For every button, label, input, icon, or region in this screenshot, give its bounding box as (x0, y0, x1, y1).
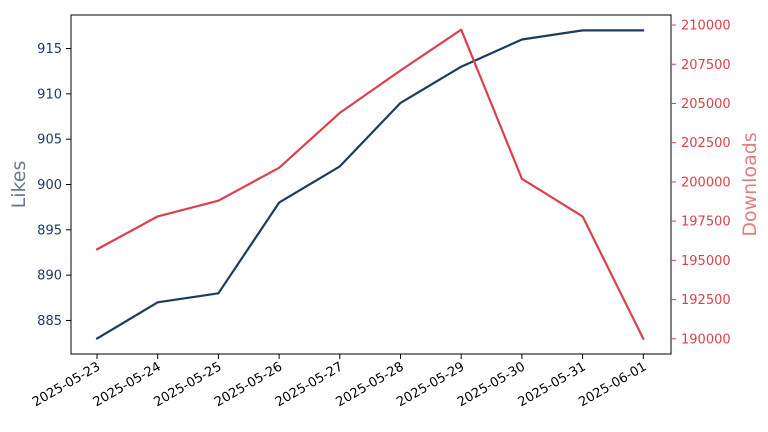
x-axis: 2025-05-232025-05-242025-05-252025-05-26… (30, 354, 649, 410)
series-layer (95, 28, 645, 340)
left-tick-label: 900 (37, 178, 62, 193)
right-tick-label: 202500 (681, 136, 731, 151)
x-tick-label: 2025-06-01 (576, 359, 649, 410)
plot-border (70, 14, 672, 355)
x-tick-label: 2025-05-28 (334, 359, 407, 410)
x-tick-label: 2025-05-27 (273, 359, 346, 410)
x-tick-label: 2025-05-26 (212, 359, 285, 410)
left-tick-label: 890 (37, 269, 62, 284)
x-tick-label: 2025-05-30 (455, 359, 528, 410)
right-tick-label: 192500 (681, 293, 731, 308)
x-tick-label: 2025-05-25 (151, 359, 224, 410)
plot-frame (70, 14, 672, 355)
likes-series-line (95, 29, 645, 340)
right-tick-label: 200000 (681, 175, 731, 190)
left-tick-label: 895 (37, 223, 62, 238)
right-tick-label: 195000 (681, 254, 731, 269)
right-tick-label: 210000 (681, 19, 731, 34)
right-tick-label: 190000 (681, 332, 731, 347)
left-tick-label: 905 (37, 133, 62, 148)
x-tick-label: 2025-05-24 (91, 359, 164, 410)
y-axis-title-left: Likes (8, 161, 30, 209)
right-tick-label: 207500 (681, 58, 731, 73)
left-tick-label: 910 (37, 87, 62, 102)
x-tick-label: 2025-05-29 (394, 359, 467, 410)
y-axis-title-right: Downloads (739, 132, 761, 236)
left-axis: 885 890 895 900 905 910 915 (37, 42, 71, 329)
right-tick-label: 205000 (681, 97, 731, 112)
x-tick-label: 2025-05-31 (516, 359, 589, 410)
downloads-series-line (95, 28, 645, 340)
right-axis: 190000 192500 195000 197500 200000 202500 2050… (671, 19, 731, 347)
x-tick-label: 2025-05-23 (30, 359, 103, 410)
left-tick-label: 885 (37, 314, 62, 329)
right-tick-label: 197500 (681, 215, 731, 230)
left-tick-label: 915 (37, 42, 62, 57)
